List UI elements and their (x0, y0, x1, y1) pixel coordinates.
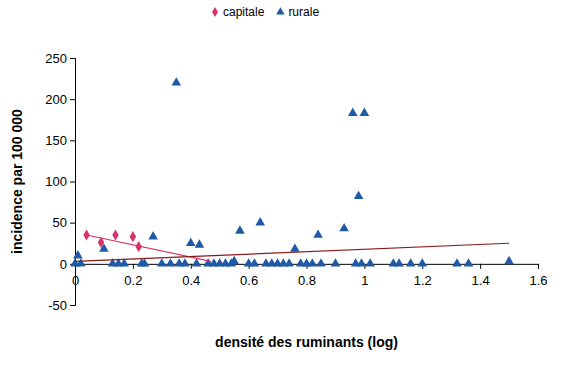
tick-mark (70, 305, 75, 306)
plot-area (70, 77, 514, 266)
tick: 200 (45, 92, 75, 107)
tick-mark (191, 264, 192, 269)
point (316, 258, 326, 266)
tick: 0.8 (298, 264, 316, 288)
point (250, 258, 260, 266)
point (140, 258, 150, 266)
tick: -50 (48, 298, 75, 313)
tick-mark (133, 264, 134, 269)
point (112, 229, 118, 240)
tick-label: 1.2 (414, 273, 432, 288)
point (166, 258, 176, 266)
point (307, 258, 317, 266)
tick-label: 200 (45, 92, 67, 107)
tick: 250 (45, 51, 75, 66)
tick-mark (480, 264, 481, 269)
legend-label: rurale (288, 5, 319, 19)
tick-label: 0.2 (124, 273, 142, 288)
tick: 50 (53, 215, 75, 230)
tick-mark (70, 182, 75, 183)
trend-line (87, 235, 211, 261)
chart: -50 0 50 100 150 200 250 0 0.2 0.4 0.6 0.8 1 1.2 1.4 1.… (0, 0, 570, 387)
point (360, 108, 370, 116)
tick: 1.4 (472, 264, 490, 288)
point (406, 258, 416, 266)
tick-label: 0 (72, 273, 79, 288)
point (331, 258, 341, 266)
point (76, 258, 86, 266)
point (357, 258, 367, 266)
tick-label: 1.4 (472, 273, 490, 288)
point (186, 238, 196, 246)
point (365, 258, 375, 266)
tick-label: 0.6 (240, 273, 258, 288)
tick: 0 (72, 264, 79, 288)
tick-label: 150 (45, 133, 67, 148)
tick-mark (70, 99, 75, 100)
point (157, 258, 167, 266)
point (417, 258, 427, 266)
legend: capitale rurale (212, 5, 319, 19)
point (171, 77, 181, 85)
tick-mark (70, 223, 75, 224)
point (180, 258, 190, 266)
legend-marker (276, 7, 284, 14)
tick-mark (538, 264, 539, 269)
point (354, 191, 364, 199)
tick: 0.6 (240, 264, 258, 288)
point (255, 217, 265, 225)
point (284, 258, 294, 266)
point (348, 108, 358, 116)
tick-label: 1.6 (529, 273, 547, 288)
tick: 0.2 (124, 264, 142, 288)
point (394, 258, 404, 266)
tick: 100 (45, 174, 75, 189)
tick-label: 0.8 (298, 273, 316, 288)
tick-label: 100 (45, 174, 67, 189)
tick-label: 1 (361, 273, 368, 288)
trend-line (75, 243, 509, 261)
tick: 1.2 (414, 264, 432, 288)
tick: 0.4 (182, 264, 200, 288)
tick: 1.6 (529, 264, 547, 288)
tick-mark (70, 140, 75, 141)
x-axis: 0 0.2 0.4 0.6 0.8 1 1.2 1.4 1.6 (72, 264, 548, 288)
y-axis-title: incidence par 100 000 (9, 109, 25, 254)
tick-label: 250 (45, 51, 67, 66)
point (504, 256, 514, 264)
point (229, 256, 239, 264)
point (235, 225, 245, 233)
tick-label: -50 (48, 298, 67, 313)
point (339, 223, 349, 231)
tick-label: 0.4 (182, 273, 200, 288)
point (290, 243, 300, 251)
point (452, 258, 462, 266)
point (313, 229, 323, 237)
point (148, 231, 158, 239)
tick-label: 0 (60, 256, 67, 271)
tick: 1 (361, 264, 368, 288)
y-axis-line (70, 59, 76, 306)
legend-label: capitale (223, 5, 265, 19)
x-axis-title: densité des ruminants (log) (215, 334, 398, 350)
point (195, 239, 205, 247)
point (99, 243, 109, 251)
point (73, 250, 83, 258)
tick-mark (70, 58, 75, 59)
point (464, 258, 474, 266)
legend-marker (212, 7, 218, 17)
tick-label: 50 (53, 215, 67, 230)
point (130, 231, 136, 242)
tick: 150 (45, 133, 75, 148)
